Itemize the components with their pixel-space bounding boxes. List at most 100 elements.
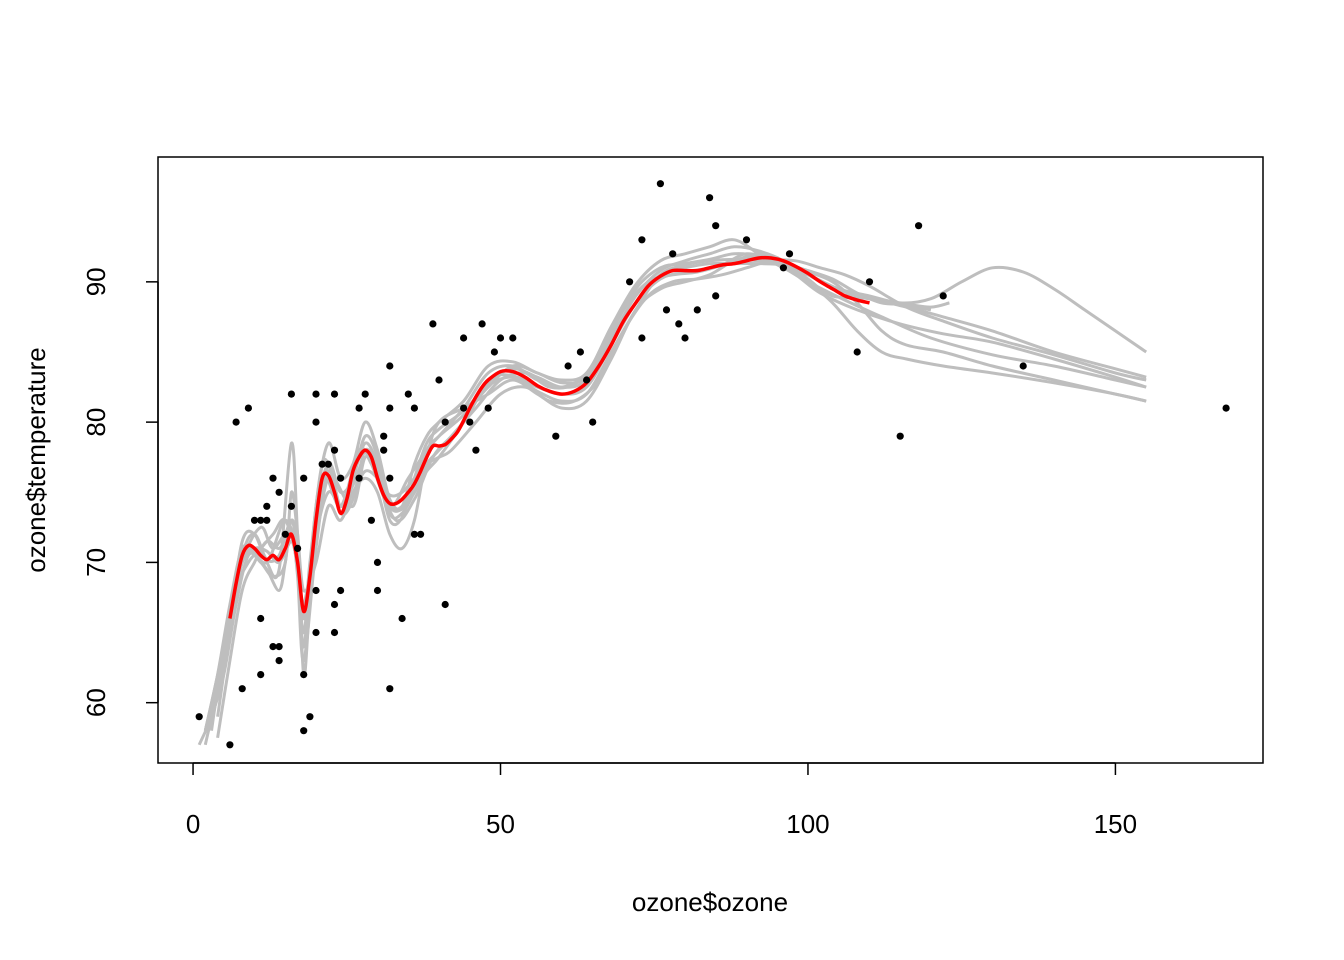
data-point bbox=[712, 222, 720, 230]
data-point bbox=[589, 418, 597, 426]
data-point bbox=[355, 474, 363, 482]
data-point bbox=[386, 362, 394, 370]
main-smoother-path bbox=[228, 255, 870, 619]
data-point bbox=[226, 741, 234, 749]
data-point bbox=[330, 628, 339, 637]
data-point bbox=[312, 586, 320, 595]
data-point bbox=[669, 250, 677, 258]
data-point bbox=[626, 278, 634, 286]
data-point bbox=[662, 306, 671, 314]
x-axis-title: ozone$ozone bbox=[632, 887, 788, 917]
data-point bbox=[312, 628, 320, 637]
data-point bbox=[675, 320, 683, 328]
data-point bbox=[576, 348, 585, 356]
data-point bbox=[417, 530, 425, 538]
y-axis-title: ozone$temperature bbox=[21, 347, 51, 572]
data-point bbox=[779, 264, 788, 272]
data-point bbox=[257, 516, 265, 524]
data-point bbox=[355, 404, 363, 412]
data-point bbox=[712, 292, 720, 300]
data-point bbox=[373, 586, 382, 595]
data-point bbox=[472, 446, 480, 454]
data-point bbox=[706, 194, 714, 202]
data-point bbox=[367, 516, 375, 524]
data-point bbox=[330, 446, 339, 454]
data-point bbox=[656, 180, 665, 188]
data-point bbox=[410, 404, 418, 412]
y-tick-label: 70 bbox=[81, 548, 111, 577]
data-point bbox=[853, 348, 861, 356]
data-point bbox=[386, 474, 394, 482]
data-point bbox=[244, 404, 252, 412]
y-tick-label: 80 bbox=[81, 408, 111, 437]
data-point bbox=[1222, 404, 1230, 412]
y-axis: 60 70 80 90 bbox=[81, 267, 159, 717]
data-point bbox=[250, 516, 259, 524]
data-point bbox=[238, 685, 246, 693]
data-point bbox=[785, 250, 794, 258]
data-point bbox=[386, 404, 394, 412]
bootstrap-line-7 bbox=[197, 254, 1147, 746]
data-point bbox=[441, 418, 449, 426]
data-point bbox=[361, 390, 369, 398]
x-tick-label: 100 bbox=[786, 809, 829, 839]
bootstrap-lines bbox=[197, 238, 1148, 746]
data-point bbox=[324, 460, 332, 468]
data-point bbox=[263, 502, 271, 510]
x-tick-label: 0 bbox=[186, 809, 200, 839]
data-point bbox=[275, 643, 283, 651]
data-point bbox=[564, 362, 572, 370]
x-tick-label: 150 bbox=[1094, 809, 1137, 839]
bootstrap-line-9 bbox=[203, 252, 932, 732]
data-point bbox=[300, 727, 308, 735]
data-point bbox=[484, 404, 492, 412]
data-point bbox=[404, 390, 412, 398]
data-point bbox=[300, 671, 308, 679]
data-point bbox=[380, 446, 388, 454]
data-point bbox=[435, 376, 443, 384]
y-tick-label: 90 bbox=[81, 267, 111, 296]
data-point bbox=[490, 348, 498, 356]
data-point bbox=[281, 530, 289, 538]
data-point bbox=[410, 530, 418, 538]
data-point bbox=[263, 516, 271, 524]
data-point bbox=[373, 558, 382, 567]
data-point bbox=[275, 488, 283, 496]
y-tick-label: 60 bbox=[81, 688, 111, 717]
data-point bbox=[939, 292, 947, 300]
data-point bbox=[306, 713, 314, 721]
data-point bbox=[257, 614, 265, 623]
data-point bbox=[386, 685, 394, 693]
data-point bbox=[583, 376, 591, 384]
x-tick-label: 50 bbox=[486, 809, 515, 839]
data-point bbox=[398, 614, 406, 623]
bootstrap-line-6 bbox=[216, 257, 950, 739]
data-point bbox=[681, 334, 689, 342]
data-point bbox=[496, 334, 505, 342]
data-point bbox=[318, 460, 326, 468]
data-point bbox=[232, 418, 240, 426]
data-point bbox=[638, 236, 646, 244]
data-point bbox=[337, 474, 345, 482]
data-point bbox=[1019, 362, 1027, 370]
data-point bbox=[865, 278, 874, 286]
data-point bbox=[380, 432, 388, 440]
main-smoother-line bbox=[228, 255, 870, 619]
data-point bbox=[460, 404, 468, 412]
data-point bbox=[300, 474, 308, 482]
data-point bbox=[429, 320, 437, 328]
data-point bbox=[275, 657, 283, 665]
data-point bbox=[294, 544, 302, 553]
data-point bbox=[552, 432, 560, 440]
data-point bbox=[287, 502, 295, 510]
data-point bbox=[330, 390, 339, 398]
data-points bbox=[195, 180, 1230, 749]
x-axis: 0 50 100 150 bbox=[186, 762, 1137, 839]
data-point bbox=[269, 474, 277, 482]
data-point bbox=[337, 586, 345, 595]
data-point bbox=[312, 418, 320, 426]
data-point bbox=[915, 222, 923, 230]
data-point bbox=[269, 643, 277, 651]
data-point bbox=[460, 334, 468, 342]
